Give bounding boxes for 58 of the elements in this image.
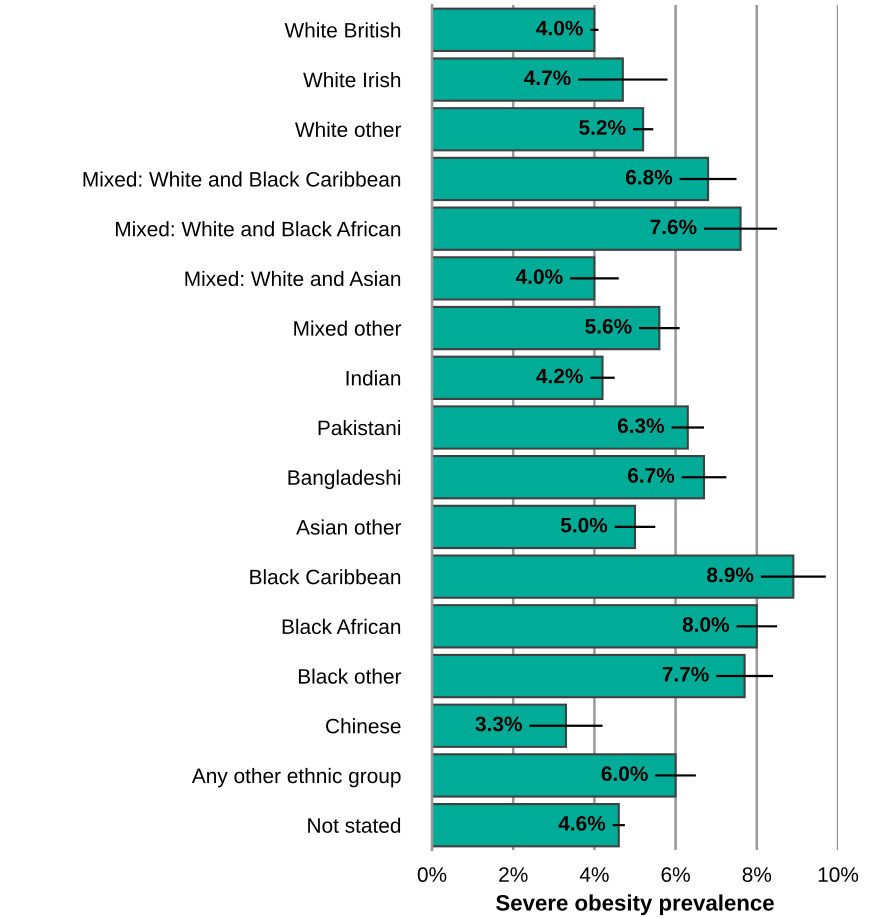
data-label: 4.7% bbox=[524, 70, 571, 86]
bar bbox=[432, 455, 706, 500]
y-tick-label: Pakistani bbox=[318, 420, 400, 436]
bar bbox=[432, 604, 758, 648]
data-label: 7.7% bbox=[662, 666, 709, 682]
data-label: 8.9% bbox=[707, 567, 754, 582]
bar bbox=[432, 57, 624, 102]
x-tick-label: 2% bbox=[499, 867, 528, 882]
data-label: 5.0% bbox=[560, 518, 608, 533]
y-tick-label: Mixed other bbox=[294, 320, 402, 336]
bar bbox=[432, 554, 794, 599]
bar bbox=[432, 356, 604, 400]
bar bbox=[432, 8, 596, 52]
y-tick-label: Indian bbox=[346, 370, 400, 386]
x-tick-label: 0% bbox=[418, 867, 446, 882]
data-label: 5.2% bbox=[579, 120, 626, 135]
x-axis-title: Severe obesity prevalence bbox=[496, 894, 774, 916]
y-tick-label: White British bbox=[284, 22, 400, 38]
data-label: 6.7% bbox=[628, 468, 674, 483]
bar bbox=[432, 107, 644, 152]
data-label: 6.3% bbox=[618, 418, 664, 434]
data-label: 4.2% bbox=[536, 368, 583, 384]
x-tick-label: 4% bbox=[580, 867, 609, 882]
data-label: 7.6% bbox=[650, 220, 697, 234]
data-label: 3.3% bbox=[475, 716, 522, 732]
x-tick-label: 6% bbox=[662, 867, 690, 882]
data-label: 5.6% bbox=[585, 318, 632, 334]
y-tick-label: Bangladeshi bbox=[288, 470, 400, 490]
y-tick-label: Black Caribbean bbox=[250, 569, 400, 584]
data-label: 6.8% bbox=[626, 170, 672, 185]
data-label: 8.0% bbox=[682, 617, 730, 632]
bar bbox=[432, 256, 596, 301]
data-label: 4.0% bbox=[516, 269, 563, 284]
bar bbox=[432, 405, 689, 450]
data-label: 4.6% bbox=[558, 816, 606, 831]
y-tick-label: Black African bbox=[282, 618, 400, 634]
y-tick-label: Chinese bbox=[326, 718, 401, 734]
y-tick-label: Mixed: White and Asian bbox=[185, 270, 400, 286]
x-tick-label: 10% bbox=[818, 867, 858, 882]
bar bbox=[432, 306, 660, 350]
y-tick-label: Not stated bbox=[308, 818, 400, 833]
y-tick-label: White other bbox=[295, 122, 402, 138]
bar bbox=[432, 802, 620, 848]
bar bbox=[432, 753, 677, 798]
bar bbox=[432, 654, 746, 698]
bar bbox=[432, 206, 742, 251]
y-tick-label: White Irish bbox=[303, 72, 400, 88]
y-tick-label: Black other bbox=[298, 668, 402, 684]
y-tick-label: Asian other bbox=[296, 519, 402, 535]
data-label: 4.0% bbox=[536, 20, 583, 36]
bar bbox=[432, 504, 636, 550]
y-tick-label: Any other ethnic group bbox=[192, 768, 401, 788]
bar bbox=[432, 156, 710, 202]
y-tick-label: Mixed: White and Black Caribbean bbox=[84, 171, 400, 187]
data-label: 6.0% bbox=[602, 766, 648, 782]
y-tick-label: Mixed: White and Black African bbox=[116, 221, 400, 236]
bar bbox=[432, 704, 568, 748]
x-tick-label: 8% bbox=[742, 867, 772, 882]
